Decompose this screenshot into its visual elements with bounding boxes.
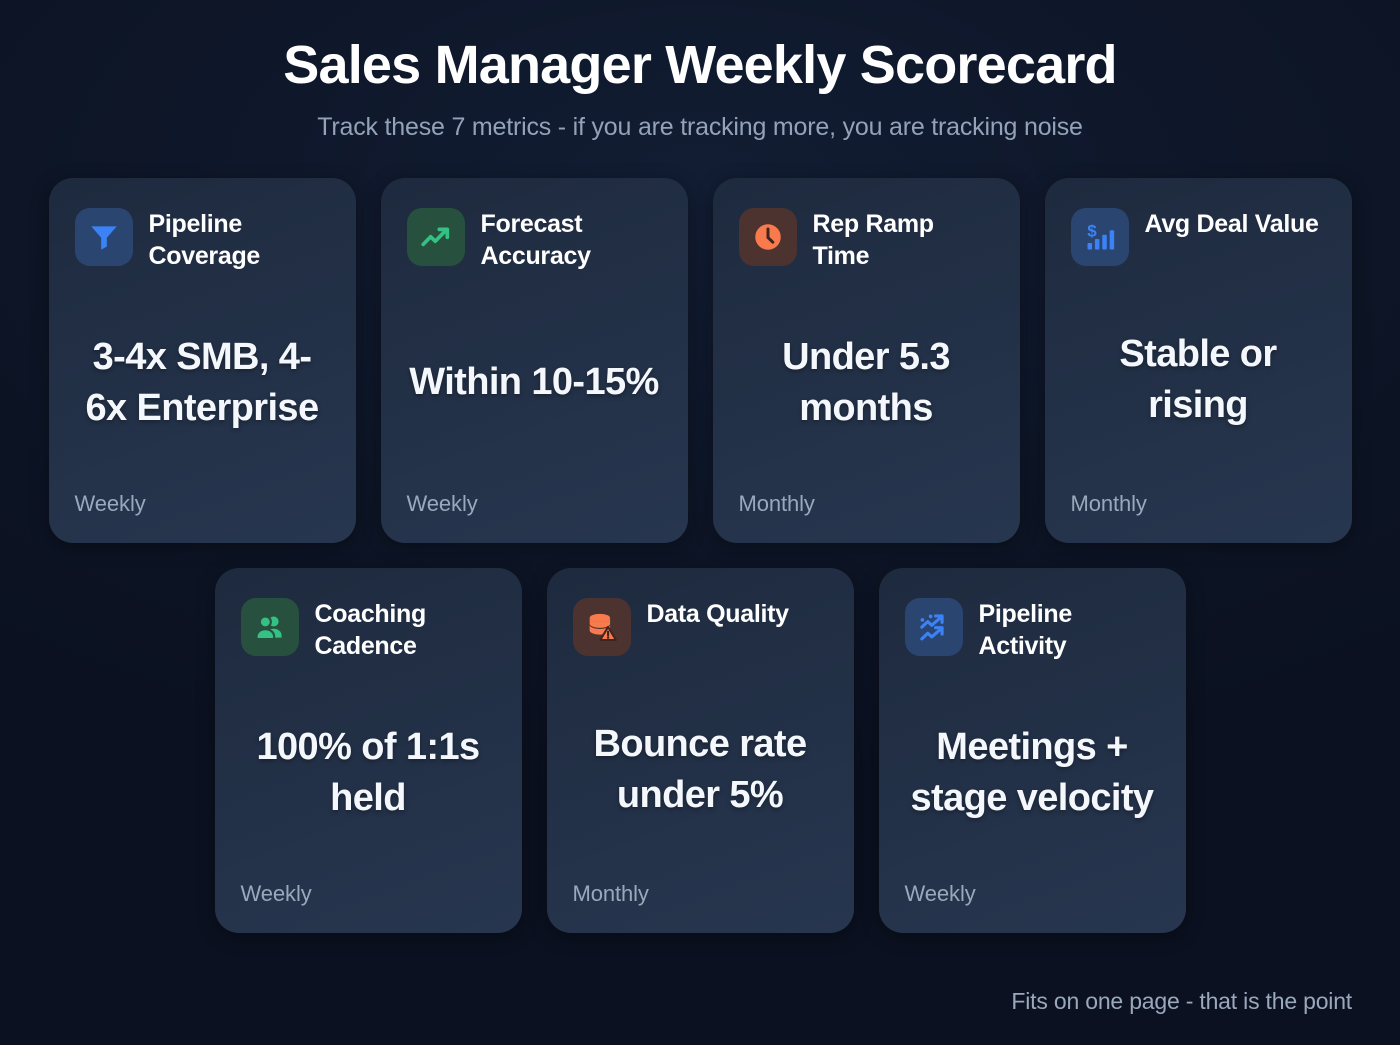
card-value: 100% of 1:1s held: [256, 726, 480, 819]
metric-row-1: Pipeline Coverage 3-4x SMB, 4-6x Enterpr…: [0, 178, 1400, 544]
card-frequency: Weekly: [406, 491, 478, 517]
funnel-icon: [74, 208, 133, 267]
page-header: Sales Manager Weekly Scorecard Track the…: [0, 0, 1400, 142]
metric-card-avg-deal-value[interactable]: $ Avg Deal Value Stable or rising Monthl…: [1044, 178, 1352, 544]
card-title: Pipeline Coverage: [148, 210, 261, 270]
card-header: Pipeline Coverage: [74, 208, 330, 272]
card-value: Stable or rising: [1119, 333, 1277, 426]
activity-trend-icon: [904, 598, 963, 657]
metric-card-pipeline-coverage[interactable]: Pipeline Coverage 3-4x SMB, 4-6x Enterpr…: [48, 178, 356, 544]
clock-icon: [738, 208, 797, 267]
card-header: Pipeline Activity: [904, 598, 1160, 662]
card-value: Under 5.3 months: [782, 336, 950, 429]
svg-text:$: $: [1087, 222, 1097, 241]
card-value: 3-4x SMB, 4-6x Enterprise: [85, 336, 320, 429]
card-title: Avg Deal Value: [1144, 210, 1319, 239]
metric-grid: Pipeline Coverage 3-4x SMB, 4-6x Enterpr…: [0, 178, 1400, 934]
metric-card-rep-ramp-time[interactable]: Rep Ramp Time Under 5.3 months Monthly: [712, 178, 1020, 544]
card-title: Forecast Accuracy: [480, 210, 591, 270]
card-frequency: Weekly: [904, 881, 976, 907]
page-title: Sales Manager Weekly Scorecard: [283, 35, 1117, 95]
card-header: $ Avg Deal Value: [1070, 208, 1326, 267]
card-frequency: Monthly: [1070, 491, 1147, 517]
trending-up-icon: [406, 208, 465, 267]
people-group-icon: [240, 598, 299, 657]
card-frequency: Weekly: [240, 881, 312, 907]
metric-row-2: Coaching Cadence 100% of 1:1s held Weekl…: [0, 568, 1400, 934]
card-value: Meetings + stage velocity: [910, 726, 1155, 819]
card-header: Coaching Cadence: [240, 598, 496, 662]
metric-card-forecast-accuracy[interactable]: Forecast Accuracy Within 10-15% Weekly: [380, 178, 688, 544]
database-warning-icon: [572, 598, 631, 657]
card-title: Pipeline Activity: [978, 600, 1073, 660]
page-subtitle: Track these 7 metrics - if you are track…: [317, 113, 1083, 142]
metric-card-pipeline-activity[interactable]: Pipeline Activity Meetings + stage veloc…: [878, 568, 1186, 934]
footer-note: Fits on one page - that is the point: [1011, 988, 1352, 1014]
card-frequency: Weekly: [74, 491, 146, 517]
metric-card-data-quality[interactable]: Data Quality Bounce rate under 5% Monthl…: [546, 568, 854, 934]
card-value: Within 10-15%: [409, 361, 659, 404]
card-title: Rep Ramp Time: [812, 210, 935, 270]
card-title: Data Quality: [646, 600, 790, 629]
card-frequency: Monthly: [738, 491, 815, 517]
card-header: Data Quality: [572, 598, 828, 657]
card-header: Forecast Accuracy: [406, 208, 662, 272]
card-frequency: Monthly: [572, 881, 649, 907]
card-value: Bounce rate under 5%: [593, 723, 807, 816]
metric-card-coaching-cadence[interactable]: Coaching Cadence 100% of 1:1s held Weekl…: [214, 568, 522, 934]
card-header: Rep Ramp Time: [738, 208, 994, 272]
card-title: Coaching Cadence: [314, 600, 427, 660]
dollar-bar-chart-icon: $: [1070, 208, 1129, 267]
